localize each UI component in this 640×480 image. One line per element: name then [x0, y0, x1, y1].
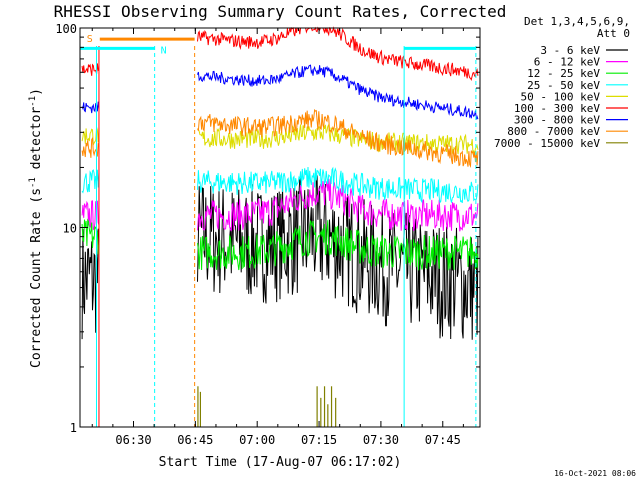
y-axis-ticks: 1 10 100 [55, 22, 480, 435]
chart-title: RHESSI Observing Summary Count Rates, Co… [54, 2, 507, 21]
x-tick-label: 06:30 [115, 433, 151, 447]
x-axis-ticks: 06:30 06:45 07:00 07:15 07:30 07:45 [91, 28, 464, 447]
vertical-markers [95, 46, 477, 427]
y-axis-label-mid: detector [29, 107, 44, 178]
series-line [197, 64, 479, 120]
legend-label: 300 - 800 keV [514, 114, 600, 127]
y-axis-label-main: Corrected Count Rate (s [29, 188, 44, 368]
y-axis-label-sup1: -1 [28, 177, 38, 188]
legend-label: 50 - 100 keV [521, 90, 601, 103]
legend-header-2: Att 0 [597, 27, 630, 40]
y-axis-label-end: ) [29, 88, 44, 96]
flag-label: S [87, 34, 93, 45]
x-tick-label: 06:45 [177, 433, 213, 447]
series-line [197, 220, 479, 271]
y-axis-label: Corrected Count Rate (s-1 detector-1) [28, 88, 44, 368]
x-tick-label: 07:45 [425, 433, 461, 447]
timestamp: 16-Oct-2021 08:06 [554, 469, 636, 478]
y-axis-label-sup2: -1 [28, 96, 38, 107]
series-line [197, 175, 479, 340]
flag-bars: SN [80, 34, 476, 56]
olive-spikes [197, 386, 337, 427]
x-tick-label: 07:15 [301, 433, 337, 447]
legend-label: 12 - 25 keV [527, 67, 600, 80]
series-line [197, 178, 479, 232]
count-rate-traces [81, 26, 479, 428]
legend-label: 3 - 6 keV [540, 44, 600, 57]
x-tick-label: 07:30 [363, 433, 399, 447]
legend-label: 7000 - 15000 keV [494, 137, 600, 150]
series-line [197, 26, 479, 81]
y-tick-label: 100 [55, 22, 77, 36]
series-line [197, 123, 479, 155]
legend-label: 800 - 7000 keV [507, 125, 600, 138]
y-tick-label: 10 [63, 222, 77, 236]
x-tick-label: 07:00 [239, 433, 275, 447]
series-line [197, 166, 479, 204]
x-axis-label: Start Time (17-Aug-07 06:17:02) [159, 455, 402, 470]
legend-label: 100 - 300 keV [514, 102, 600, 115]
legend-header-1: Det 1,3,4,5,6,9, [524, 15, 630, 28]
series-line [197, 108, 479, 169]
legend-label: 6 - 12 keV [534, 56, 601, 69]
y-tick-label: 1 [70, 421, 77, 435]
flag-label: N [161, 45, 167, 56]
legend-label: 25 - 50 keV [527, 79, 600, 92]
